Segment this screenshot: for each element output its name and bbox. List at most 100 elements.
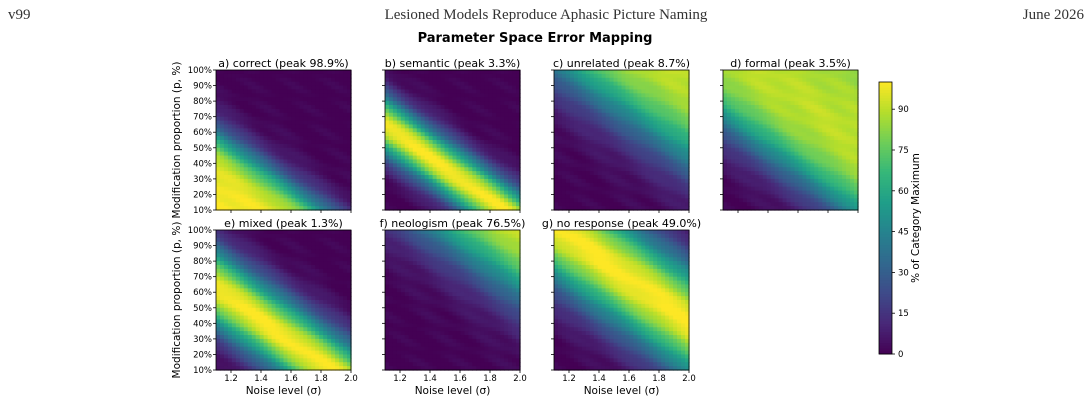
heat-cell bbox=[259, 73, 265, 79]
heat-cell bbox=[758, 132, 764, 137]
heat-cell bbox=[315, 147, 320, 153]
heat-cell bbox=[227, 93, 233, 98]
heat-cell bbox=[331, 175, 336, 180]
heat-cell bbox=[227, 175, 233, 180]
heat-cell bbox=[593, 81, 599, 87]
heat-cell bbox=[315, 70, 320, 75]
heat-cell bbox=[818, 116, 823, 122]
heat-cell bbox=[339, 70, 344, 75]
heat-cell bbox=[444, 151, 450, 157]
heat-cell bbox=[850, 105, 855, 110]
heat-cell bbox=[685, 163, 690, 168]
heat-cell bbox=[496, 147, 501, 153]
heat-cell bbox=[223, 101, 229, 106]
heat-cell bbox=[854, 112, 859, 118]
heat-cell bbox=[408, 167, 414, 172]
heat-cell bbox=[468, 132, 473, 137]
heat-cell bbox=[653, 89, 658, 94]
heat-cell bbox=[319, 194, 324, 199]
heat-cell bbox=[554, 101, 559, 106]
heat-cell bbox=[323, 155, 328, 161]
heat-cell bbox=[436, 81, 442, 87]
heat-cell bbox=[778, 120, 784, 126]
heat-cell bbox=[464, 112, 469, 118]
heat-cell bbox=[259, 124, 265, 129]
heat-cell bbox=[653, 112, 658, 118]
heat-cell bbox=[726, 143, 732, 149]
heat-cell bbox=[794, 186, 800, 192]
heat-cell bbox=[287, 159, 293, 164]
heat-cell bbox=[834, 159, 839, 164]
heat-cell bbox=[436, 175, 442, 180]
heat-cell bbox=[601, 128, 607, 133]
heat-cell bbox=[790, 163, 796, 168]
heat-cell bbox=[830, 182, 835, 188]
heat-cell bbox=[420, 194, 426, 199]
heat-cell bbox=[428, 124, 434, 129]
heat-cell bbox=[730, 194, 736, 199]
heat-cell bbox=[315, 97, 320, 102]
heat-cell bbox=[339, 128, 344, 133]
heat-cell bbox=[343, 163, 348, 168]
heat-cell bbox=[307, 93, 312, 98]
heat-cell bbox=[613, 163, 619, 168]
heat-cell bbox=[315, 140, 320, 145]
heat-cell bbox=[577, 186, 583, 192]
heat-cell bbox=[637, 77, 642, 83]
heat-cell bbox=[758, 101, 764, 106]
heat-cell bbox=[440, 178, 446, 184]
heat-cell bbox=[685, 89, 690, 94]
heat-cell bbox=[287, 77, 293, 83]
heat-cell bbox=[219, 140, 225, 145]
heat-cell bbox=[778, 175, 784, 180]
heat-cell bbox=[424, 105, 430, 110]
heat-cell bbox=[504, 85, 509, 91]
heat-cell bbox=[585, 159, 591, 164]
heat-cell bbox=[243, 202, 249, 207]
heat-cell bbox=[649, 178, 654, 184]
heat-cell bbox=[597, 171, 603, 176]
heat-cell bbox=[826, 186, 831, 192]
heat-cell bbox=[311, 93, 316, 98]
heat-cell bbox=[227, 132, 233, 137]
heat-cell bbox=[569, 73, 575, 79]
heat-cell bbox=[782, 175, 788, 180]
heat-cell bbox=[420, 116, 426, 122]
heat-cell bbox=[681, 147, 686, 153]
heat-cell bbox=[637, 81, 642, 87]
heat-cell bbox=[436, 108, 442, 114]
heat-cell bbox=[504, 81, 509, 87]
heat-cell bbox=[573, 175, 579, 180]
heat-cell bbox=[392, 93, 398, 98]
heat-cell bbox=[573, 171, 579, 176]
heat-cell bbox=[649, 81, 654, 87]
heat-cell bbox=[255, 97, 261, 102]
heat-cell bbox=[392, 97, 398, 102]
heat-cell bbox=[408, 81, 414, 87]
heat-cell bbox=[516, 97, 521, 102]
heat-cell bbox=[235, 178, 241, 184]
heat-cell bbox=[512, 151, 517, 157]
heat-cell bbox=[794, 190, 800, 196]
heat-cell bbox=[468, 182, 473, 188]
heat-cell bbox=[746, 178, 752, 184]
heat-cell bbox=[339, 73, 344, 79]
heat-cell bbox=[762, 147, 768, 153]
heat-cell bbox=[347, 70, 352, 75]
heat-cell bbox=[251, 97, 257, 102]
heat-cell bbox=[412, 186, 418, 192]
heat-cell bbox=[730, 89, 736, 94]
heat-cell bbox=[311, 132, 316, 137]
heat-cell bbox=[323, 81, 328, 87]
heat-cell bbox=[645, 206, 650, 211]
heat-cell bbox=[259, 105, 265, 110]
heat-cell bbox=[597, 206, 603, 211]
heat-cell bbox=[347, 77, 352, 83]
heat-cell bbox=[742, 159, 748, 164]
heat-cell bbox=[738, 97, 744, 102]
heat-cell bbox=[271, 128, 277, 133]
heat-cell bbox=[661, 105, 666, 110]
heat-cell bbox=[452, 97, 458, 102]
heat-cell bbox=[404, 155, 410, 161]
heat-cell bbox=[565, 132, 571, 137]
